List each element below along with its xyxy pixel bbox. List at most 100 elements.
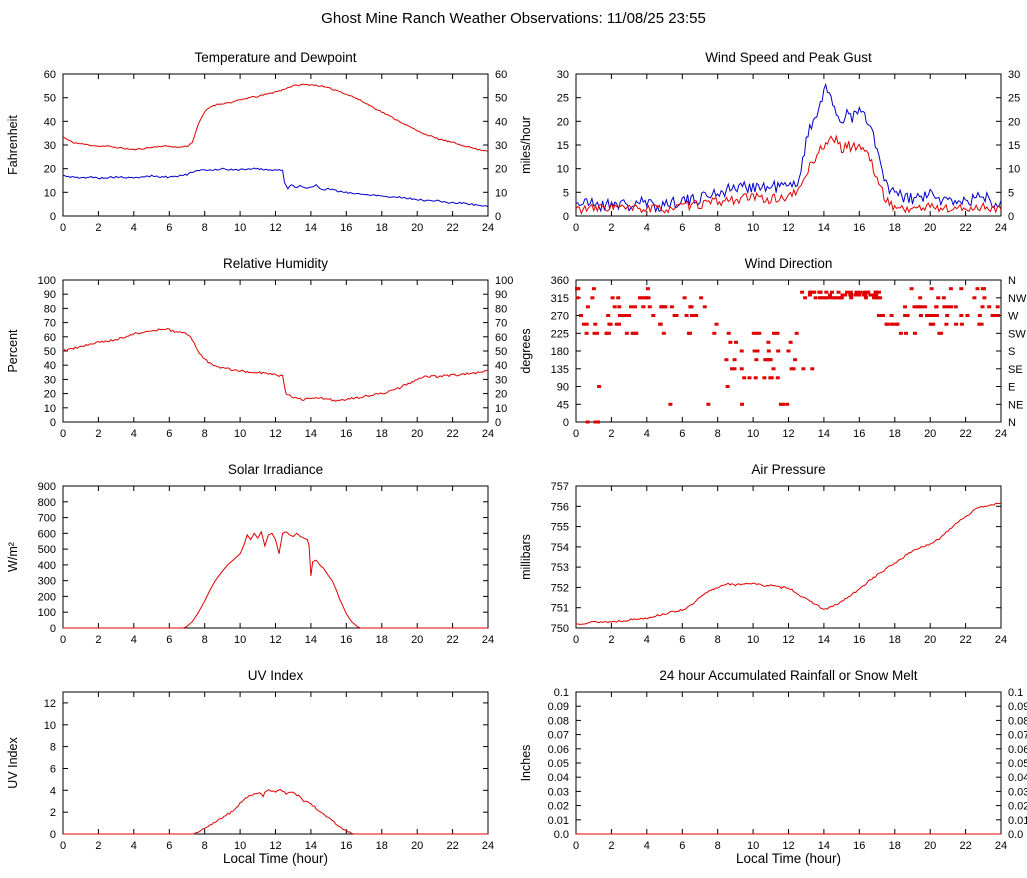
- svg-text:2: 2: [95, 428, 101, 440]
- svg-text:12: 12: [44, 698, 56, 710]
- svg-text:50: 50: [44, 346, 56, 358]
- svg-text:14: 14: [305, 634, 317, 646]
- svg-text:0.1: 0.1: [1008, 687, 1023, 699]
- svg-text:0.03: 0.03: [548, 786, 569, 798]
- svg-text:757: 757: [551, 481, 569, 493]
- svg-text:14: 14: [305, 222, 317, 234]
- svg-text:4: 4: [644, 222, 650, 234]
- svg-text:12: 12: [782, 428, 794, 440]
- svg-text:2: 2: [608, 428, 614, 440]
- svg-text:15: 15: [1008, 140, 1020, 152]
- chart-rainfall: 24 hour Accumulated Rainfall or Snow Mel…: [519, 668, 1027, 866]
- svg-text:500: 500: [38, 544, 56, 556]
- svg-text:5: 5: [563, 187, 569, 199]
- svg-text:30: 30: [495, 140, 507, 152]
- chart-title: 24 hour Accumulated Rainfall or Snow Mel…: [659, 668, 917, 683]
- svg-text:2: 2: [95, 840, 101, 852]
- svg-text:22: 22: [959, 428, 971, 440]
- chart-title: UV Index: [248, 668, 304, 683]
- svg-text:30: 30: [1008, 69, 1020, 81]
- svg-text:0: 0: [60, 428, 66, 440]
- svg-text:751: 751: [551, 603, 569, 615]
- svg-text:10: 10: [44, 720, 56, 732]
- chart-title: Relative Humidity: [223, 256, 328, 271]
- svg-text:30: 30: [495, 374, 507, 386]
- svg-text:30: 30: [44, 374, 56, 386]
- svg-text:753: 753: [551, 562, 569, 574]
- svg-text:24: 24: [995, 634, 1007, 646]
- svg-text:4: 4: [644, 840, 650, 852]
- charts-grid: Temperature and Dewpoint 0 2 4 6 8 10 12 14 16 18 2…: [1, 44, 1027, 868]
- svg-text:NW: NW: [1008, 293, 1027, 305]
- svg-text:0: 0: [50, 829, 56, 841]
- svg-text:14: 14: [818, 840, 830, 852]
- svg-text:0.02: 0.02: [548, 801, 569, 813]
- svg-text:45: 45: [557, 399, 569, 411]
- svg-text:0: 0: [573, 222, 579, 234]
- svg-text:14: 14: [305, 428, 317, 440]
- svg-text:4: 4: [131, 222, 137, 234]
- svg-text:24: 24: [482, 840, 494, 852]
- svg-text:12: 12: [269, 222, 281, 234]
- svg-text:8: 8: [202, 428, 208, 440]
- svg-text:14: 14: [818, 428, 830, 440]
- svg-text:0.03: 0.03: [1008, 786, 1027, 798]
- svg-text:20: 20: [924, 222, 936, 234]
- svg-text:18: 18: [889, 222, 901, 234]
- svg-text:22: 22: [446, 634, 458, 646]
- svg-text:18: 18: [889, 840, 901, 852]
- svg-text:16: 16: [340, 222, 352, 234]
- x-axis-label: Local Time (hour): [736, 851, 841, 866]
- chart-title: Solar Irradiance: [228, 462, 323, 477]
- svg-text:8: 8: [715, 222, 721, 234]
- svg-text:4: 4: [50, 785, 56, 797]
- svg-text:0.06: 0.06: [1008, 744, 1027, 756]
- svg-text:60: 60: [495, 69, 507, 81]
- chart-title: Wind Direction: [745, 256, 833, 271]
- svg-text:8: 8: [715, 428, 721, 440]
- svg-text:6: 6: [679, 222, 685, 234]
- svg-text:12: 12: [782, 634, 794, 646]
- svg-text:20: 20: [924, 634, 936, 646]
- chart-title: Air Pressure: [751, 462, 825, 477]
- svg-text:16: 16: [853, 634, 865, 646]
- svg-text:30: 30: [44, 140, 56, 152]
- svg-text:22: 22: [446, 840, 458, 852]
- y-axis-label: degrees: [519, 328, 533, 373]
- svg-text:22: 22: [959, 840, 971, 852]
- chart-title: Wind Speed and Peak Gust: [705, 50, 872, 65]
- svg-text:6: 6: [166, 634, 172, 646]
- svg-text:0.08: 0.08: [1008, 715, 1027, 727]
- svg-text:0.08: 0.08: [548, 715, 569, 727]
- svg-text:20: 20: [557, 116, 569, 128]
- svg-text:0.04: 0.04: [1008, 772, 1027, 784]
- svg-text:8: 8: [50, 742, 56, 754]
- svg-text:0.05: 0.05: [1008, 758, 1027, 770]
- svg-text:18: 18: [376, 428, 388, 440]
- svg-text:24: 24: [482, 222, 494, 234]
- svg-text:14: 14: [818, 634, 830, 646]
- svg-text:10: 10: [747, 222, 759, 234]
- svg-text:10: 10: [1008, 164, 1020, 176]
- svg-text:0.0: 0.0: [1008, 829, 1023, 841]
- svg-text:0.02: 0.02: [1008, 801, 1027, 813]
- svg-text:8: 8: [715, 840, 721, 852]
- svg-text:14: 14: [305, 840, 317, 852]
- svg-text:225: 225: [551, 328, 569, 340]
- svg-text:60: 60: [44, 69, 56, 81]
- svg-text:0.09: 0.09: [1008, 701, 1027, 713]
- svg-text:755: 755: [551, 522, 569, 534]
- svg-text:40: 40: [495, 116, 507, 128]
- y-axis-label: W/m²: [6, 542, 20, 572]
- svg-text:24: 24: [995, 428, 1007, 440]
- svg-text:2: 2: [95, 634, 101, 646]
- svg-text:754: 754: [551, 542, 569, 554]
- svg-text:16: 16: [340, 840, 352, 852]
- svg-text:8: 8: [202, 840, 208, 852]
- svg-text:0.0: 0.0: [554, 829, 569, 841]
- svg-text:16: 16: [853, 840, 865, 852]
